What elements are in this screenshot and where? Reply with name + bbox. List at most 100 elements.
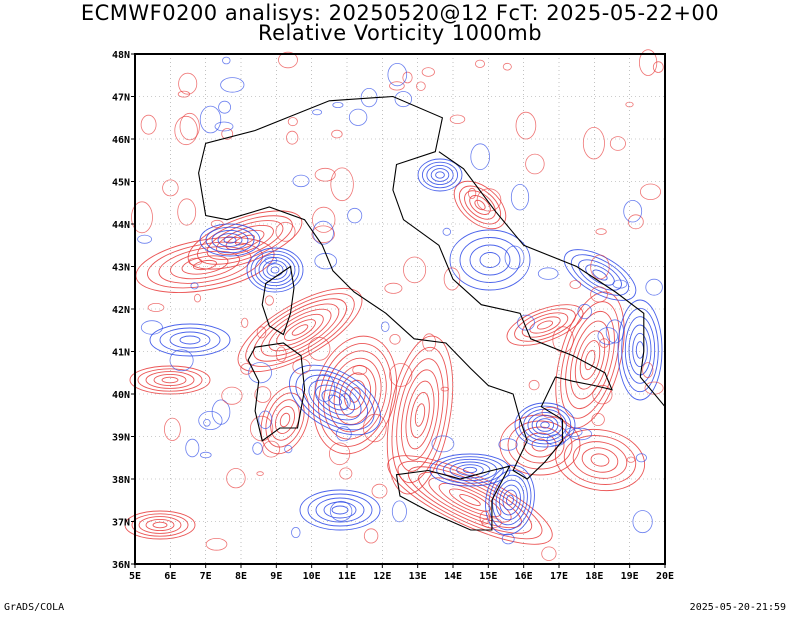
vorticity-contour	[169, 349, 194, 372]
vorticity-contour	[348, 108, 368, 126]
vorticity-contour	[218, 100, 232, 114]
vorticity-contour	[430, 168, 450, 182]
vorticity-contour	[529, 316, 561, 334]
vorticity-contour	[421, 161, 459, 189]
vorticity-contour	[307, 493, 373, 527]
vorticity-contour	[407, 466, 533, 534]
vorticity-contour	[541, 546, 557, 561]
vorticity-contour	[137, 234, 153, 244]
vorticity-contour	[260, 303, 340, 357]
vorticity-contour	[245, 293, 355, 367]
vorticity-contour	[635, 341, 645, 359]
vorticity-contour	[179, 112, 200, 141]
vorticity-contour	[226, 468, 246, 489]
vorticity-contour	[278, 51, 298, 69]
vorticity-contour	[389, 81, 405, 91]
vorticity-contour	[428, 477, 512, 523]
vorticity-contour	[623, 199, 643, 223]
vorticity-contour	[328, 357, 382, 433]
vorticity-contour	[515, 426, 565, 464]
vorticity-contour	[523, 432, 557, 458]
vorticity-contour	[275, 221, 296, 242]
vorticity-contour	[469, 244, 511, 276]
vorticity-contour	[163, 417, 181, 441]
coastline	[261, 265, 295, 336]
vorticity-contour	[153, 373, 187, 387]
vorticity-contour	[453, 180, 507, 230]
generation-timestamp: 2025-05-20-21:59	[689, 602, 786, 613]
vorticity-contour	[159, 327, 221, 353]
vorticity-contour	[523, 408, 567, 442]
coastline	[198, 95, 613, 480]
vorticity-contour	[328, 442, 351, 466]
vorticity-contour	[628, 324, 652, 376]
vorticity-contour	[262, 440, 281, 458]
vorticity-contour	[502, 489, 518, 511]
vorticity-contour	[237, 287, 363, 373]
vorticity-contour	[510, 183, 530, 211]
vorticity-contour	[312, 206, 336, 233]
chart-title-line2: Relative Vorticity 1000mb	[257, 21, 543, 45]
vorticity-contour	[416, 81, 426, 91]
vorticity-contour	[435, 171, 445, 179]
vorticity-contour	[295, 369, 375, 431]
vorticity-contour	[459, 494, 481, 506]
vorticity-contour	[590, 286, 608, 303]
vorticity-contour	[554, 428, 646, 492]
vorticity-contour	[335, 426, 352, 442]
vorticity-contour	[205, 226, 255, 254]
vorticity-contour	[387, 62, 408, 87]
vorticity-contour	[456, 464, 484, 476]
vorticity-contour	[462, 466, 478, 474]
vorticity-contour	[591, 412, 605, 426]
vorticity-contour	[265, 392, 305, 448]
lon-tick-label: 14E	[444, 571, 462, 582]
vorticity-contour	[235, 234, 255, 246]
vorticity-contour	[274, 406, 296, 434]
vorticity-contour	[429, 453, 511, 487]
vorticity-contour	[584, 349, 596, 371]
longitude-labels: 5E 6E 7E 8E 9E 10E 11E 12E 13E 14E 15E 16E 17E 18E 19E…	[129, 564, 674, 582]
vorticity-contour	[449, 229, 531, 291]
vorticity-contour	[585, 264, 615, 286]
lon-tick-label: 20E	[656, 571, 674, 582]
vorticity-contour	[514, 308, 576, 342]
vorticity-contour	[162, 179, 179, 197]
vorticity-contour	[518, 405, 572, 445]
vorticity-contour	[391, 500, 407, 523]
vorticity-contour	[528, 379, 540, 391]
vorticity-contour	[517, 314, 535, 331]
vorticity-contour	[418, 471, 522, 529]
vorticity-contour	[499, 484, 521, 516]
lat-tick-label: 36N	[112, 560, 130, 571]
vorticity-contour	[284, 444, 293, 454]
vorticity-contour	[152, 521, 168, 529]
vorticity-contour	[260, 385, 310, 455]
vorticity-contour	[525, 153, 545, 175]
vorticity-contour	[590, 453, 610, 467]
vorticity-contour	[371, 483, 388, 499]
vorticity-contour	[449, 461, 491, 479]
vorticity-contour	[540, 421, 550, 429]
lat-tick-label: 47N	[112, 93, 130, 104]
vorticity-contour	[605, 319, 625, 344]
lat-tick-label: 45N	[112, 178, 130, 189]
vorticity-contour	[421, 67, 435, 77]
vorticity-contour	[241, 317, 249, 328]
vorticity-contour	[569, 280, 582, 289]
lat-tick-label: 44N	[112, 220, 130, 231]
vorticity-contour	[140, 114, 157, 135]
lon-tick-label: 13E	[409, 571, 427, 582]
vorticity-contour	[291, 324, 309, 336]
vorticity-contour	[291, 527, 301, 539]
vorticity-contour	[266, 263, 284, 277]
vorticity-contour	[384, 282, 403, 294]
vorticity-contour	[149, 323, 231, 357]
vorticity-contour	[438, 482, 502, 518]
vorticity-contour	[328, 394, 342, 406]
vorticity-contour	[321, 389, 349, 411]
vorticity-contour	[140, 320, 163, 335]
vorticity-contour	[397, 460, 543, 540]
vorticity-contour	[499, 414, 581, 476]
vorticity-contour	[414, 403, 426, 427]
